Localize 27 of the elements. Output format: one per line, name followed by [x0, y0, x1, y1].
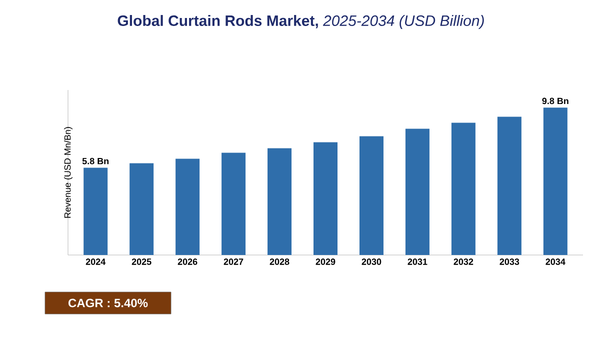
bar [268, 148, 292, 255]
bar [314, 142, 338, 255]
bar [451, 122, 476, 255]
bar [84, 168, 108, 255]
x-tick-label: 2031 [408, 258, 428, 265]
chart-title: Global Curtain Rods Market, 2025-2034 (USD Billion) [118, 15, 484, 29]
x-tick-label: 2028 [270, 258, 290, 265]
data-label: 5.8 Bn [82, 158, 109, 164]
bar [222, 152, 246, 255]
x-tick-label: 2032 [454, 258, 474, 265]
x-tick-label: 2026 [178, 258, 198, 265]
x-tick-label: 2025 [132, 258, 152, 265]
bar [543, 108, 568, 255]
x-tick-label: 2024 [86, 258, 106, 265]
bar [176, 158, 200, 255]
data-label: 9.8 Bn [542, 98, 568, 104]
x-tick-label: 2027 [224, 258, 244, 265]
x-tick-label: 2033 [500, 258, 520, 265]
bar [130, 163, 154, 255]
y-axis-title: Revenue (USD Mn/Bn) [64, 127, 72, 218]
x-tick-label: 2029 [316, 258, 336, 265]
text: CAGR : 5.40% [68, 298, 148, 308]
bar [405, 128, 430, 255]
x-tick-label: 2034 [546, 258, 566, 265]
x-tick-label: 2030 [362, 258, 382, 265]
bar [359, 136, 384, 255]
bar [497, 116, 522, 255]
